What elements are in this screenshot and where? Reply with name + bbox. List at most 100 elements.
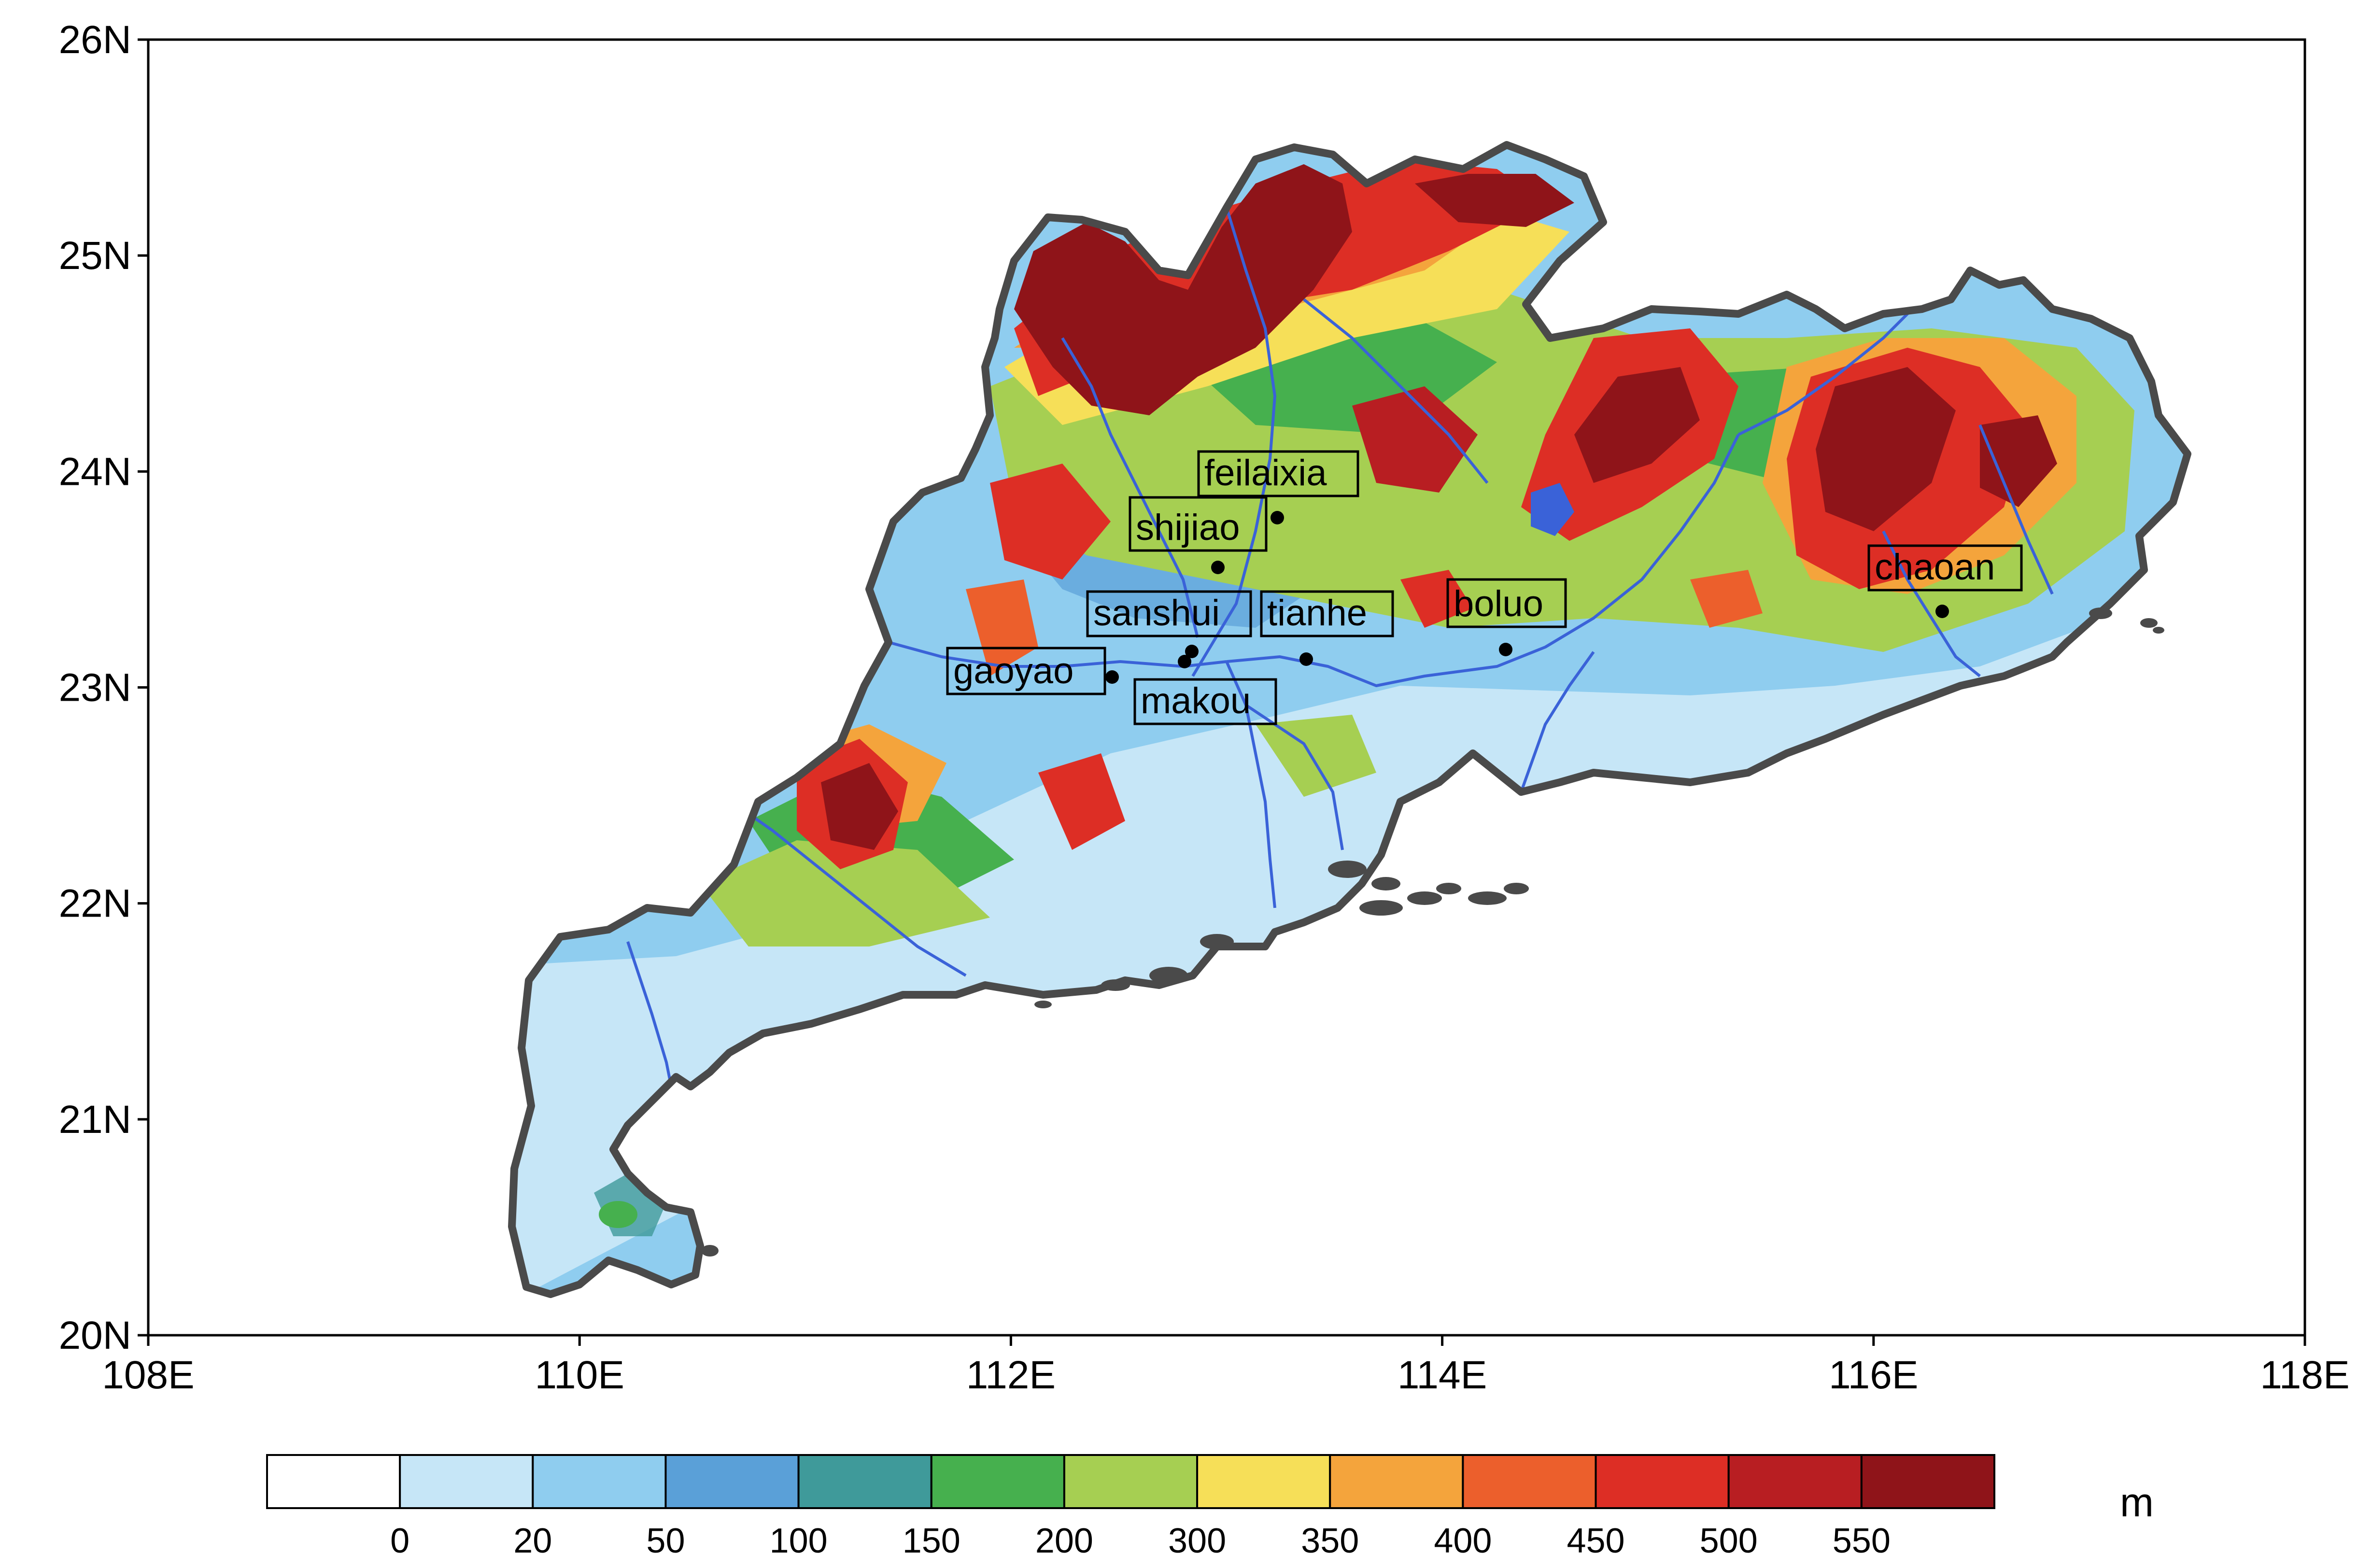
station-label-box	[1129, 496, 1268, 552]
colorbar-tick-label: 550	[1833, 1522, 1891, 1560]
river-line	[1520, 651, 1595, 793]
midland-zone-3	[599, 1201, 637, 1228]
colorbar-tick-label: 450	[1567, 1522, 1624, 1560]
colorbar-tick-label: 300	[1168, 1522, 1226, 1560]
x-tick-label: 108E	[102, 1353, 195, 1397]
station-label: boluo	[1454, 583, 1543, 624]
colorbar-tick-label: 350	[1301, 1522, 1359, 1560]
island	[1468, 891, 1507, 905]
station-markers: feilaixia shijiao sanshui tianhe boluo chaoan…	[946, 450, 2023, 725]
station-dot	[1178, 655, 1191, 668]
mountain-zone-darkred-4	[1816, 367, 1956, 531]
mountain-zone-darkred-2	[1415, 174, 1574, 227]
island	[1328, 861, 1367, 878]
islands	[701, 607, 2164, 1257]
y-axis: 20N 21N 22N 23N 24N 25N 26N	[59, 18, 148, 1357]
y-tick-label: 23N	[59, 666, 131, 710]
colorbar: 0 20 50 100 150 200 300 350 400 450 500 550	[266, 1454, 1996, 1560]
colorbar-tick-label: 50	[646, 1522, 685, 1560]
station-label-box	[946, 647, 1106, 695]
x-tick-label: 110E	[535, 1353, 624, 1397]
colorbar-swatch	[1727, 1454, 1863, 1509]
colorbar-swatch	[1595, 1454, 1730, 1509]
x-tick-label: 112E	[966, 1353, 1056, 1397]
colorbar-tick-label: 20	[513, 1522, 552, 1560]
hill-zone-green-5	[700, 840, 990, 946]
island	[1436, 883, 1461, 894]
y-tick-label: 22N	[59, 882, 131, 926]
coastline	[508, 141, 2191, 1298]
mountain-zone-red-7	[1352, 386, 1478, 493]
y-tick-label: 25N	[59, 234, 131, 278]
station-label: makou	[1141, 680, 1251, 721]
x-tick-label: 116E	[1829, 1353, 1918, 1397]
mountain-zone-darkred-6	[821, 763, 898, 850]
mountain-zone-darkred-5	[1980, 415, 2057, 507]
station-dot	[1935, 605, 1949, 618]
station-dot	[1105, 670, 1119, 684]
colorbar-swatch	[266, 1454, 401, 1509]
island	[1359, 900, 1403, 916]
river-line	[1882, 530, 1981, 678]
colorbar-swatch	[1063, 1454, 1199, 1509]
colorbar-swatch	[1196, 1454, 1331, 1509]
station-label-box	[1260, 590, 1394, 637]
colorbar-tick-label: 150	[903, 1522, 960, 1560]
colorbar-swatch	[797, 1454, 932, 1509]
island	[701, 1245, 719, 1257]
mountain-zone-darkred	[1014, 164, 1352, 415]
river-line	[1225, 661, 1276, 908]
island	[2089, 607, 2112, 619]
station-label-box	[1446, 578, 1567, 628]
mountain-zone-darkred-3	[1574, 367, 1700, 483]
colorbar-unit-label: m	[2120, 1480, 2154, 1525]
colorbar-swatch	[1860, 1454, 1996, 1509]
colorbar-tick-label: 100	[770, 1522, 828, 1560]
y-tick-label: 20N	[59, 1314, 131, 1357]
colorbar-swatch	[399, 1454, 534, 1509]
river-line	[1061, 337, 1199, 638]
colorbar-tick-label: 400	[1434, 1522, 1492, 1560]
station-label-box	[1867, 544, 2023, 592]
station-label: shijiao	[1136, 507, 1240, 548]
river-line	[1303, 298, 1489, 484]
island	[1101, 979, 1130, 991]
mountain-zone-red-8	[1038, 753, 1125, 850]
y-tick-label: 24N	[59, 450, 131, 494]
station-dot	[1299, 652, 1313, 666]
x-tick-label: 118E	[2260, 1353, 2349, 1397]
station-label-box	[1086, 590, 1252, 637]
reservoir	[1531, 483, 1574, 536]
y-tick-label: 21N	[59, 1098, 131, 1142]
island	[1149, 967, 1188, 984]
island	[1200, 934, 1234, 949]
mountain-zone-red-6	[966, 579, 1038, 676]
colorbar-tick-label: 200	[1035, 1522, 1093, 1560]
station-dot	[1211, 561, 1225, 574]
colorbar-swatch	[930, 1454, 1065, 1509]
island	[2153, 627, 2164, 634]
island	[1504, 883, 1529, 894]
hill-zone-green-6	[1256, 715, 1376, 797]
mountain-zone-red-5	[990, 464, 1111, 579]
station-dot	[1185, 645, 1199, 658]
x-axis: 108E 110E 112E 114E 116E 118E	[102, 1335, 2350, 1397]
island	[2140, 618, 2158, 628]
river-line	[1737, 308, 1914, 436]
station-label: tianhe	[1267, 593, 1367, 634]
colorbar-tick-label: 500	[1700, 1522, 1758, 1560]
station-dot	[1271, 511, 1284, 524]
island	[1371, 877, 1400, 890]
station-label: gaoyao	[953, 650, 1073, 692]
colorbar-swatch	[532, 1454, 667, 1509]
colorbar-swatch	[1462, 1454, 1597, 1509]
river-line	[1226, 434, 1740, 687]
mountain-zone-red-10	[1690, 570, 1763, 628]
y-tick-label: 26N	[59, 18, 131, 62]
mountain-zone-red-9	[1400, 570, 1473, 628]
station-label: sanshui	[1093, 593, 1220, 634]
river-line	[723, 795, 967, 977]
colorbar-swatch	[1329, 1454, 1464, 1509]
river-line	[1978, 424, 2054, 595]
